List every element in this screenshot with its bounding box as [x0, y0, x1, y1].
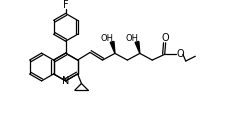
- Text: O: O: [176, 49, 184, 59]
- Text: O: O: [162, 33, 169, 43]
- Text: OH: OH: [101, 34, 114, 43]
- Text: OH: OH: [126, 34, 139, 43]
- Polygon shape: [135, 41, 140, 53]
- Text: F: F: [63, 0, 68, 10]
- Text: N: N: [62, 76, 69, 86]
- Polygon shape: [110, 41, 115, 53]
